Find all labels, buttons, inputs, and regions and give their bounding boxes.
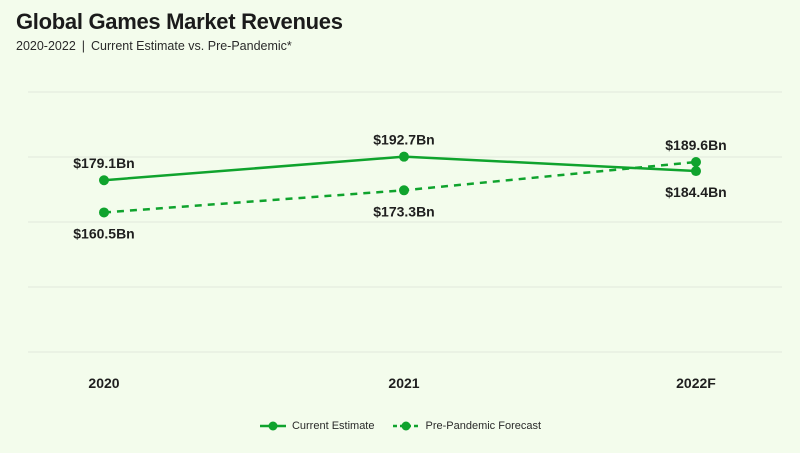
current-estimate-line [103,155,697,182]
legend-swatch [259,421,286,431]
legend-label: Current Estimate [291,420,375,432]
data-point [691,157,701,168]
data-point [691,166,701,177]
data-label: $189.6Bn [665,137,726,153]
data-point [99,175,109,186]
chart-title: Global Games Market Revenues [16,9,343,34]
x-tick-label: 2021 [388,375,419,391]
subtitle-description: Current Estimate vs. Pre-Pandemic* [91,39,292,53]
x-tick-label: 2020 [88,375,119,391]
legend-marker [268,421,278,431]
subtitle-years: 2020-2022 [16,39,76,53]
chart-legend: Current Estimate Pre-Pandemic Forecast [0,420,800,432]
legend-swatch [393,421,420,431]
legend-label: Pre-Pandemic Forecast [425,420,542,432]
chart-subtitle: 2020-2022 | Current Estimate vs. Pre-Pande… [16,39,292,53]
data-label: $179.1Bn [73,155,134,171]
data-point [399,151,409,162]
x-tick-label: 2022F [676,375,716,391]
legend-item: Current Estimate [259,420,375,432]
data-point [399,185,409,196]
data-label: $184.4Bn [665,184,726,200]
legend-item: Pre-Pandemic Forecast [392,420,541,432]
data-point [99,207,109,218]
legend-marker [401,421,411,431]
data-label: $192.7Bn [373,132,434,148]
subtitle-separator: | [81,39,86,53]
data-label: $173.3Bn [373,203,434,219]
data-label: $160.5Bn [73,225,134,241]
